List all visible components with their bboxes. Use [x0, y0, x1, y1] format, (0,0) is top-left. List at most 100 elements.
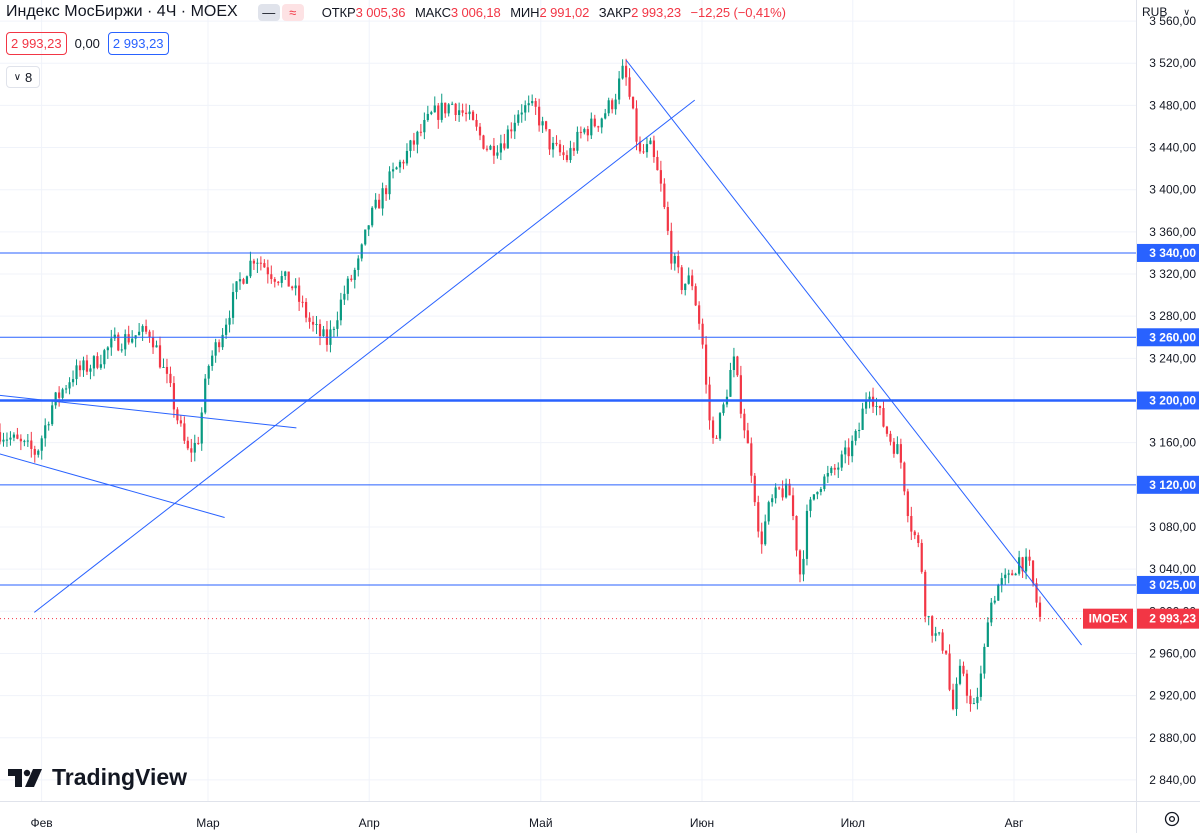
candle [374, 193, 377, 210]
level-badge [1137, 575, 1199, 594]
candle [969, 689, 972, 712]
candle-body [990, 602, 993, 623]
candle-body [336, 320, 339, 329]
candle-body [510, 129, 513, 132]
candle [788, 478, 791, 496]
candle-body [631, 96, 635, 109]
candle [96, 352, 99, 370]
trend-line [0, 453, 225, 518]
candle [976, 687, 979, 710]
candle [360, 243, 363, 262]
candle-body [447, 104, 450, 114]
candle [983, 643, 986, 679]
candle-body [1024, 556, 1028, 572]
candle-body [496, 152, 499, 156]
settings-icon[interactable] [1160, 808, 1184, 830]
candle-body [837, 467, 840, 470]
candle [51, 401, 54, 427]
candle [517, 110, 520, 126]
candle-body [847, 447, 850, 457]
candle [1021, 556, 1024, 578]
candle-body [917, 535, 920, 544]
candle [489, 144, 492, 151]
candle [527, 95, 530, 113]
candle [322, 325, 325, 337]
candle [204, 374, 207, 415]
candle-body [193, 443, 196, 453]
candle-body [979, 673, 982, 697]
candle-body [910, 516, 913, 532]
candle [325, 320, 329, 352]
candle-body [444, 102, 447, 114]
candle-body [71, 379, 75, 383]
candle [447, 103, 450, 117]
candle-body [364, 229, 367, 245]
wave-icon[interactable]: ≈ [281, 3, 304, 21]
candle [506, 125, 509, 149]
candle [555, 135, 558, 147]
candle-body [729, 369, 732, 397]
candle-body [611, 100, 614, 110]
candle [23, 439, 26, 447]
candle [680, 265, 683, 295]
candle [718, 412, 722, 441]
minus-icon[interactable]: — [257, 3, 280, 21]
candle [193, 434, 196, 462]
candle [642, 144, 645, 154]
candle [245, 275, 249, 284]
candle [565, 150, 569, 163]
candle [391, 162, 395, 179]
candle [103, 348, 106, 369]
candle-body [1011, 573, 1014, 576]
currency-selector[interactable]: RUB ∨ [1136, 2, 1196, 22]
chart-title[interactable]: Индекс МосБиржи · 4Ч · MOEX [6, 3, 238, 20]
candle [638, 136, 642, 154]
candle-body [548, 129, 551, 150]
candle [774, 483, 777, 504]
candle [931, 615, 934, 643]
candle-body [332, 328, 336, 330]
candle [127, 325, 130, 345]
candle [68, 377, 71, 395]
candle [691, 269, 694, 291]
candle-body [1028, 556, 1031, 561]
candle-body [642, 151, 645, 153]
candle [211, 350, 214, 371]
candle-body [280, 276, 283, 283]
level-badge-label: 3 025,00 [1149, 578, 1196, 592]
candle [938, 631, 941, 636]
candle [1011, 569, 1014, 576]
candle-body [440, 102, 443, 120]
candle-body [360, 244, 363, 259]
indicators-toggle-button[interactable]: ∨ 8 [6, 66, 40, 88]
candle-body [96, 356, 99, 368]
candle-body [190, 448, 193, 453]
candle-body [113, 334, 116, 339]
candle [398, 159, 402, 173]
candle-body [378, 199, 381, 209]
candle-body [37, 450, 40, 455]
candle-body [367, 225, 370, 230]
candle [106, 346, 109, 359]
candle-body [965, 673, 969, 696]
candle-body [677, 256, 680, 268]
buy-price-button[interactable]: 2 993,23 [107, 32, 169, 55]
trend-line [34, 99, 696, 613]
tradingview-logo[interactable]: TradingView [8, 764, 187, 791]
candle [784, 478, 788, 499]
open-value: 3 005,36 [355, 4, 406, 20]
candle [287, 271, 290, 287]
candle-body [955, 683, 958, 710]
candle [26, 434, 29, 447]
candle [85, 354, 89, 376]
candle-body [513, 122, 516, 132]
candle [224, 318, 228, 339]
candle [892, 437, 896, 458]
candle [579, 126, 582, 139]
candle [82, 356, 85, 377]
sell-price-button[interactable]: 2 993,23 [6, 32, 67, 55]
candle-body [854, 431, 857, 441]
candle [92, 355, 96, 377]
candle [172, 376, 176, 418]
